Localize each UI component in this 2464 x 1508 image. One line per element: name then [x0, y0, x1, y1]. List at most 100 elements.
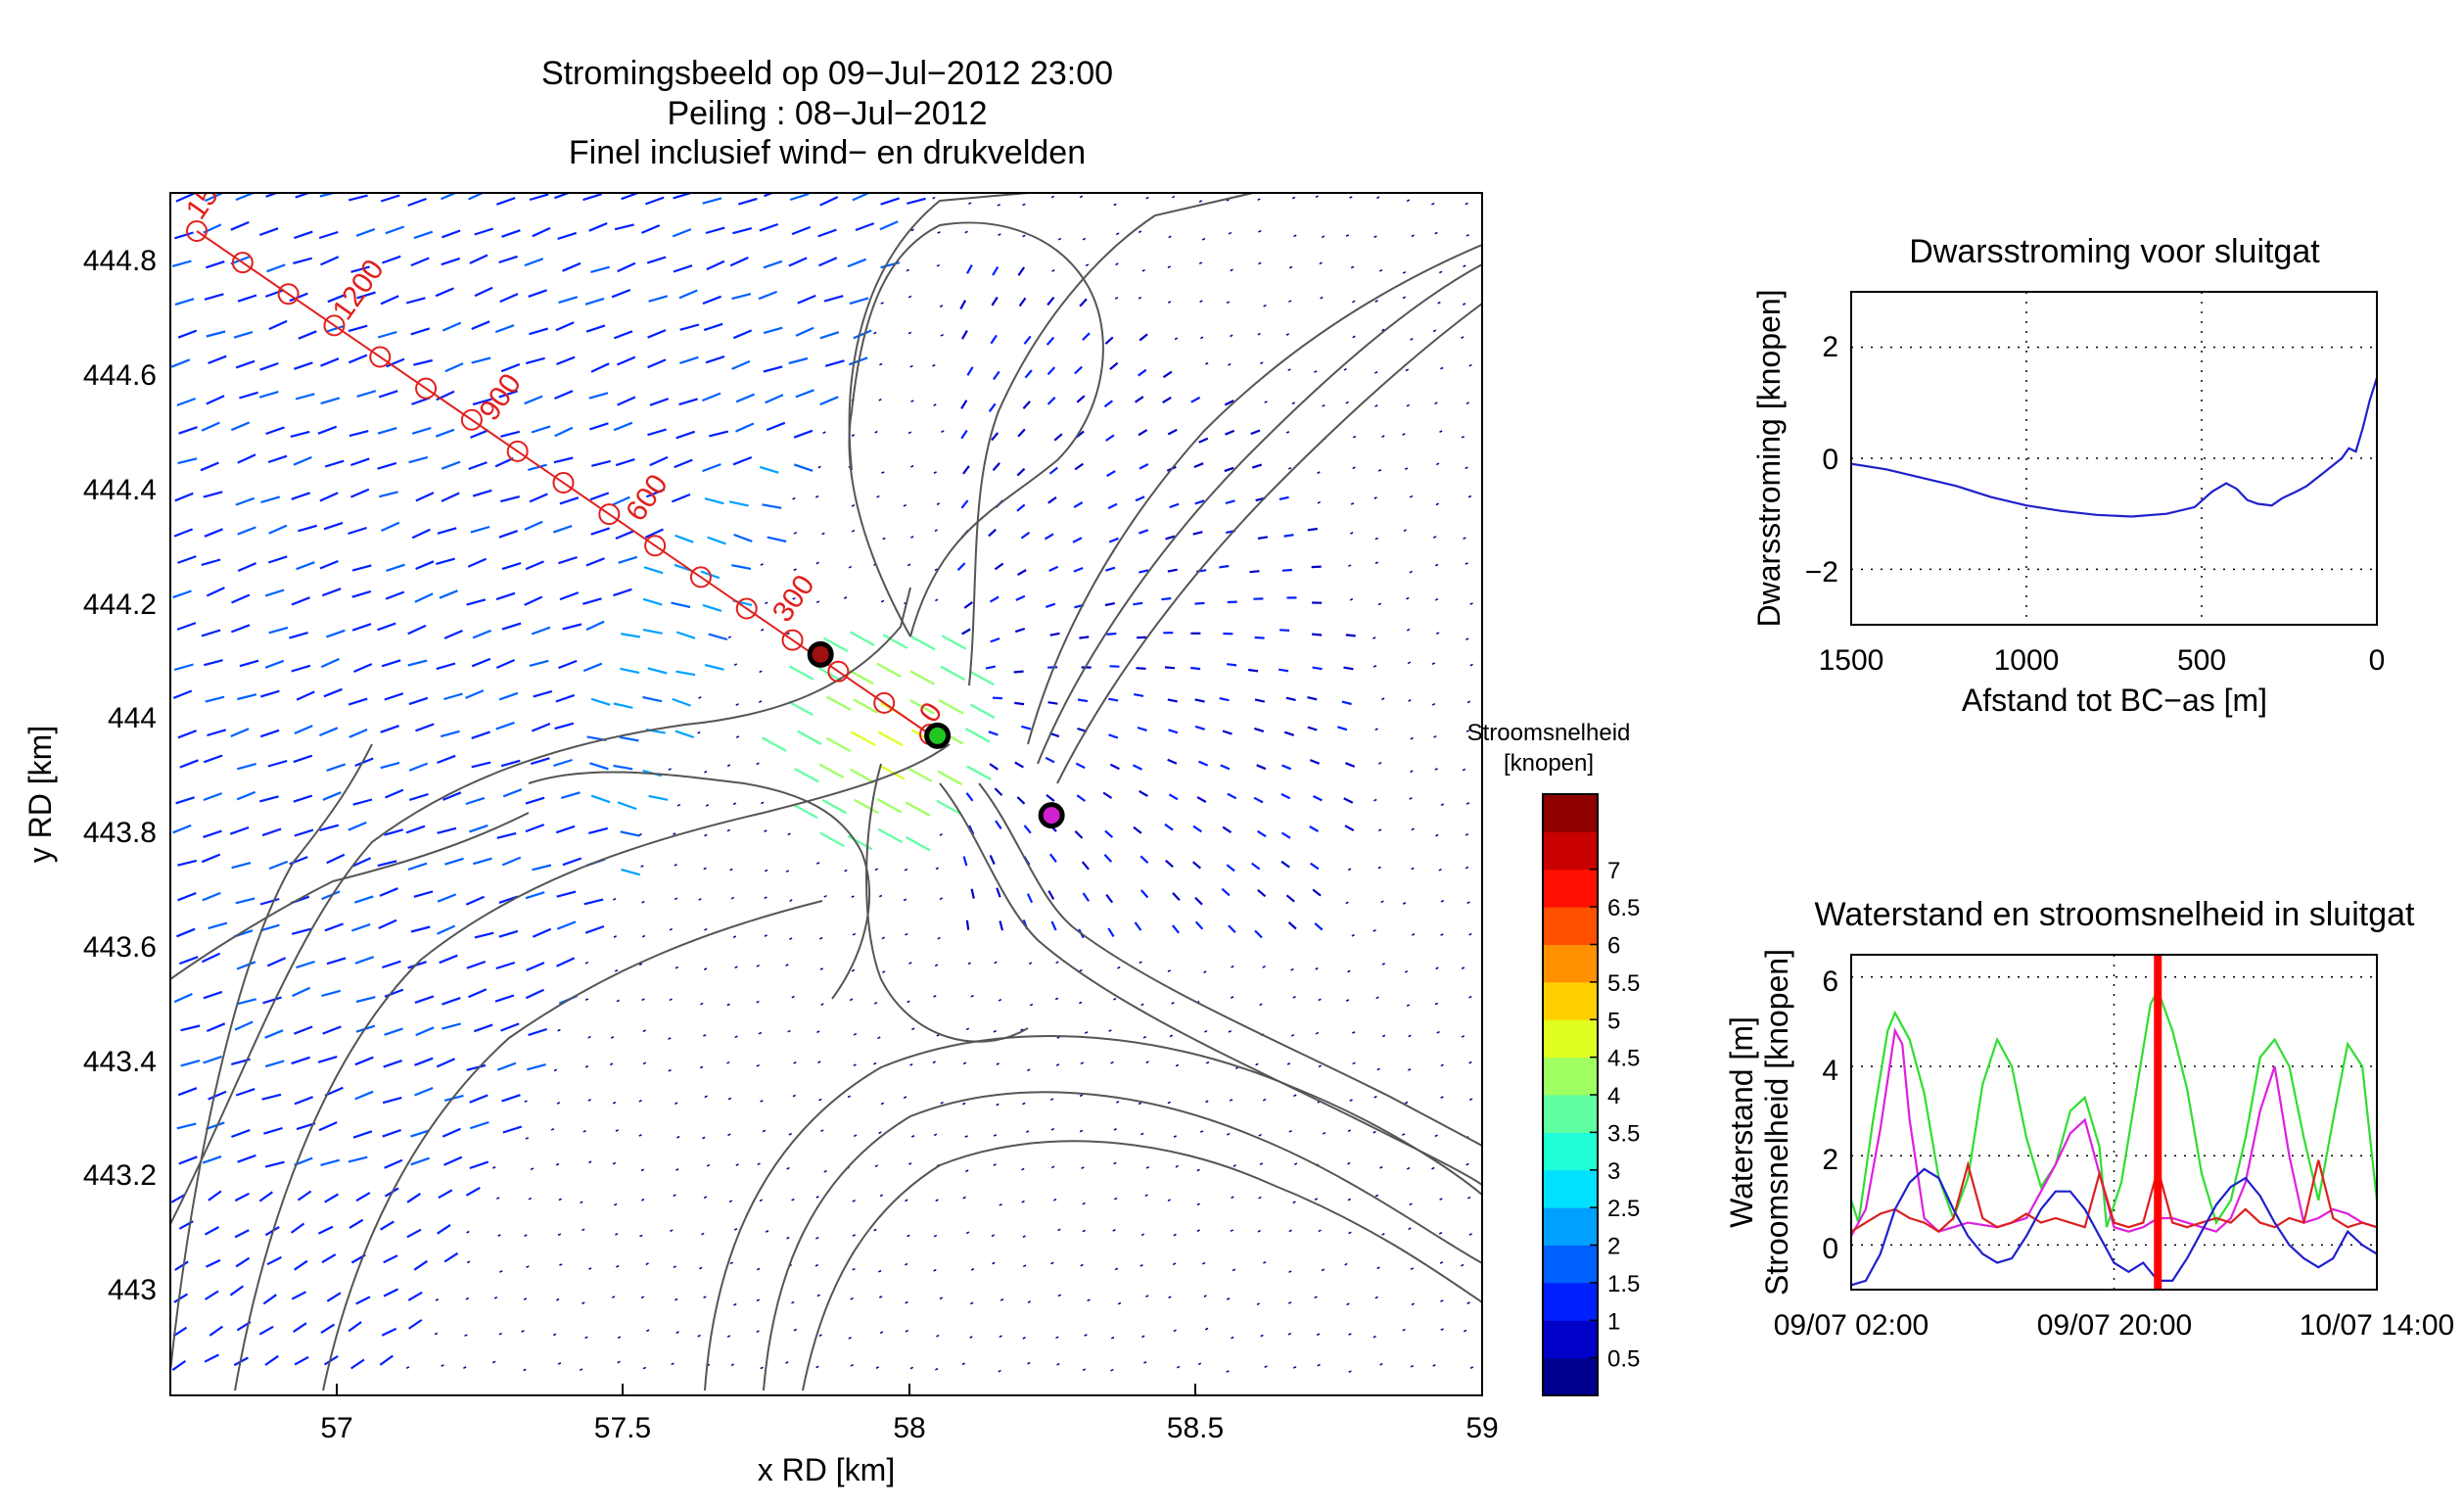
flow-arrow: [616, 1264, 620, 1268]
flow-arrow: [932, 196, 936, 200]
flow-arrow: [1345, 234, 1350, 237]
flow-arrow: [939, 897, 944, 901]
flow-arrow: [1014, 701, 1025, 706]
flow-arrow: [729, 868, 733, 872]
flow-arrow: [1431, 1166, 1435, 1170]
flow-arrow: [406, 1192, 422, 1203]
flow-arrow: [552, 525, 573, 534]
flow-arrow: [258, 1325, 274, 1336]
flow-arrow: [1377, 828, 1382, 832]
flow-arrow: [674, 966, 679, 969]
map-x-tick: 57: [320, 1412, 352, 1444]
flow-arrow: [678, 289, 698, 300]
flow-arrow: [498, 929, 519, 938]
flow-arrow: [381, 1327, 397, 1337]
map-x-tick: 58: [893, 1412, 925, 1444]
flow-arrow: [735, 1163, 739, 1166]
flow-arrow: [1194, 698, 1205, 703]
flow-arrow: [668, 768, 672, 771]
flow-arrow: [1197, 1362, 1202, 1366]
flow-arrow: [1293, 1094, 1297, 1098]
flow-arrow: [201, 853, 221, 864]
flow-arrow: [382, 1096, 402, 1105]
flow-arrow: [1049, 632, 1060, 636]
flow-arrow: [1138, 1102, 1142, 1106]
flow-arrow: [1260, 361, 1264, 365]
flow-arrow: [621, 633, 641, 638]
flow-arrow: [847, 258, 867, 268]
flow-arrow: [937, 936, 941, 940]
flow-arrow: [348, 353, 368, 364]
flow-arrow: [705, 804, 710, 807]
flow-arrow: [1343, 368, 1347, 371]
flow-arrow: [1290, 1034, 1295, 1037]
flow-arrow: [386, 563, 405, 572]
flow-arrow: [296, 561, 315, 571]
flow-arrow: [989, 763, 999, 771]
flow-arrow: [818, 1334, 822, 1337]
flow-arrow: [473, 1023, 493, 1033]
flow-arrow: [559, 591, 580, 601]
flow-arrow: [1167, 568, 1178, 573]
flow-arrow: [1107, 927, 1115, 937]
flow-arrow: [234, 1192, 251, 1202]
flow-arrow: [1164, 666, 1176, 670]
flow-arrow: [1112, 1229, 1116, 1232]
flow-arrow: [294, 828, 314, 837]
flow-arrow: [1286, 1062, 1291, 1065]
flow-arrow: [1222, 730, 1232, 735]
series-line: [1850, 377, 2379, 518]
flow-arrow: [351, 589, 372, 598]
flow-arrow: [735, 735, 740, 738]
colorbar-ticks: 0.511.522.533.544.555.566.57: [1590, 858, 1640, 1373]
flow-arrow: [1085, 263, 1090, 267]
flow-arrow: [410, 1156, 430, 1166]
flow-arrow: [643, 566, 664, 575]
flow-arrow: [1402, 296, 1407, 300]
flow-arrow: [762, 736, 787, 752]
flow-arrow: [966, 765, 992, 780]
flow-arrow: [414, 1086, 434, 1097]
flow-arrow: [556, 890, 577, 898]
flow-arrow: [531, 626, 551, 636]
flow-arrow: [613, 330, 633, 340]
flow-arrow: [822, 636, 849, 653]
waterlevel-title: Waterstand en stroomsnelheid in sluitgat: [1815, 896, 2416, 933]
flow-arrow: [471, 657, 491, 668]
flow-arrow: [762, 1129, 767, 1133]
flow-arrow: [500, 759, 521, 768]
flow-arrow: [498, 255, 518, 264]
flow-arrow: [321, 588, 342, 597]
flow-arrow: [877, 1036, 881, 1040]
map-x-tick: 57.5: [594, 1412, 651, 1444]
flow-arrow: [1406, 628, 1411, 632]
flow-arrow: [474, 286, 493, 298]
flow-arrow: [1434, 1002, 1439, 1006]
flow-arrow: [764, 896, 767, 900]
flow-arrow: [735, 703, 739, 706]
flow-arrow: [880, 1102, 885, 1106]
flow-arrow: [525, 1137, 530, 1140]
flow-arrow: [989, 595, 1000, 603]
flow-arrow: [230, 421, 251, 432]
map-y-tick: 444.8: [83, 245, 157, 277]
flow-arrow: [1278, 495, 1289, 500]
flow-arrow: [415, 492, 435, 502]
flow-arrow: [1434, 1134, 1438, 1138]
flow-arrow: [466, 1230, 470, 1234]
flow-arrow: [990, 636, 1000, 643]
flow-arrow: [1224, 400, 1234, 406]
flow-arrow: [533, 689, 553, 698]
flow-arrow: [258, 1191, 273, 1202]
flow-arrow: [237, 562, 257, 573]
flow-arrow: [965, 1027, 970, 1031]
flow-arrow: [825, 695, 852, 711]
flow-arrow: [735, 422, 755, 433]
flow-arrow: [1283, 730, 1295, 736]
flow-arrow: [1141, 1335, 1145, 1339]
waterlevel-chart: Waterstand en stroomsnelheid in sluitgat…: [1724, 896, 2454, 1342]
colorbar-tick-label: 3.5: [1607, 1120, 1640, 1147]
flow-arrow: [964, 230, 968, 234]
flow-arrow: [377, 330, 397, 339]
colorbar-cell: [1543, 831, 1598, 871]
